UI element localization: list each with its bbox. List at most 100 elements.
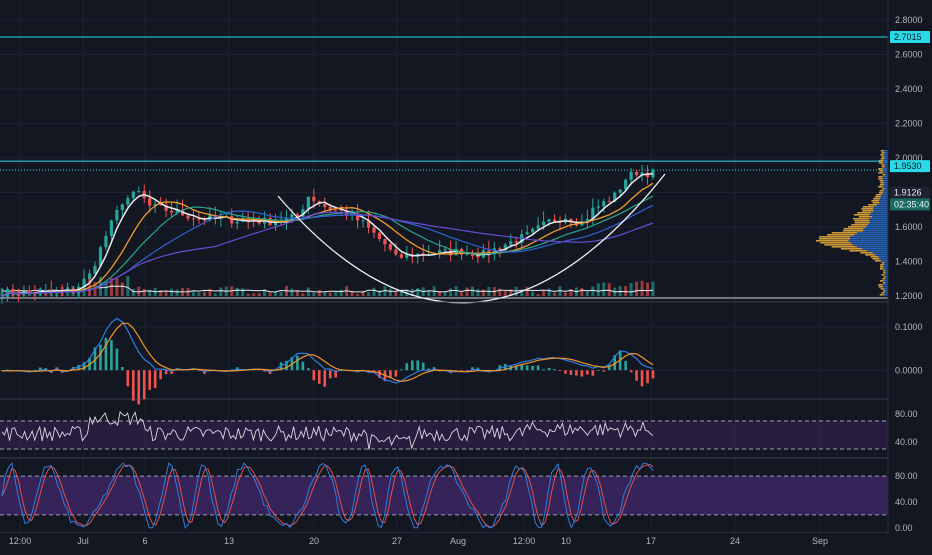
macd-histogram-bar	[629, 370, 633, 373]
volume-profile-bar	[884, 156, 888, 158]
volume-profile-bar	[875, 254, 888, 256]
candle-body	[580, 222, 584, 226]
macd-histogram-bar	[651, 370, 655, 379]
macd-pane[interactable]	[0, 317, 888, 405]
volume-profile-bar	[881, 164, 885, 166]
volume-profile-bar	[850, 236, 888, 238]
volume-profile-bar	[883, 268, 888, 270]
volume-profile-bar	[884, 274, 888, 276]
volume-bar	[629, 283, 633, 296]
volume-bar	[367, 292, 371, 296]
candle-body	[607, 201, 611, 203]
volume-bar	[383, 286, 387, 296]
volume-bar	[465, 287, 469, 296]
volume-profile-bar	[882, 178, 888, 180]
candle-body	[273, 222, 278, 226]
rsi-pane[interactable]	[0, 410, 888, 450]
macd-histogram-bar	[131, 370, 135, 401]
volume-profile-bar	[883, 272, 886, 274]
macd-histogram-bar	[252, 369, 255, 371]
macd-histogram-bar	[471, 367, 474, 371]
candle-body	[11, 288, 15, 295]
volume-profile-bar	[883, 184, 888, 186]
macd-histogram-bar	[580, 370, 584, 377]
volume-profile-bar	[882, 172, 888, 174]
volume-profile-bar	[879, 202, 888, 204]
volume-bar	[596, 283, 600, 296]
volume-bar	[498, 288, 502, 296]
candle-body	[323, 204, 327, 207]
volume-bar	[476, 288, 480, 296]
macd-histogram-bar	[531, 365, 534, 371]
time-tick-label: 10	[561, 536, 571, 546]
volume-profile-bar	[883, 150, 888, 152]
price-pane[interactable]	[0, 36, 888, 304]
volume-bar	[142, 288, 146, 296]
volume-bar	[635, 281, 639, 296]
volume-bar	[93, 282, 97, 296]
volume-profile-bar	[884, 188, 888, 190]
volume-bar	[591, 286, 595, 296]
volume-profile-bar	[885, 174, 888, 176]
volume-bar	[350, 290, 354, 296]
volume-bar	[301, 293, 305, 296]
time-tick-label: 24	[730, 536, 740, 546]
volume-bar	[356, 293, 360, 296]
candle-body	[509, 241, 513, 245]
volume-profile-bar	[865, 254, 876, 256]
volume-profile-bar	[872, 252, 888, 254]
stoch-tick-label: 40.00	[895, 497, 918, 507]
candle-body	[602, 201, 606, 207]
volume-bar	[503, 290, 507, 296]
moving-average-purple	[1, 211, 654, 298]
volume-bar	[624, 285, 628, 296]
candle-body	[531, 228, 535, 233]
moving-average-white	[1, 172, 654, 298]
volume-ma-line	[1, 285, 654, 293]
volume-profile-bar	[877, 204, 888, 206]
time-tick-label: 13	[224, 536, 234, 546]
price-axis[interactable]: 2.80002.60002.40002.20002.00001.80001.60…	[887, 0, 932, 533]
stoch-pane[interactable]	[0, 462, 888, 529]
candle-body	[312, 196, 316, 202]
volume-profile-bar	[883, 290, 886, 292]
price-tick-label: 2.2000	[895, 119, 923, 129]
candle-body	[126, 198, 130, 205]
time-tick-label: 27	[392, 536, 402, 546]
volume-profile-bar	[820, 242, 851, 244]
volume-bar	[170, 288, 174, 296]
volume-profile-bar	[867, 224, 888, 226]
current-price-label-box	[890, 186, 930, 199]
volume-bar	[416, 288, 420, 296]
candle-body	[175, 209, 179, 213]
macd-histogram-bar	[38, 367, 42, 371]
volume-profile-bar	[863, 228, 888, 230]
candle-body	[503, 244, 507, 250]
macd-signal-line	[1, 322, 654, 382]
volume-profile-bar	[883, 266, 888, 268]
volume-profile-bar	[883, 288, 888, 290]
volume-profile-bar	[878, 178, 883, 180]
price-axis-background	[888, 0, 932, 533]
volume-profile-bar	[872, 258, 880, 260]
volume-bar	[580, 287, 584, 296]
candle-body	[399, 254, 403, 258]
candle-body	[618, 189, 622, 193]
stoch-band	[0, 476, 888, 515]
volume-profile	[816, 150, 888, 296]
volume-profile-bar	[882, 282, 886, 284]
volume-profile-bar	[873, 210, 888, 212]
volume-profile-bar	[871, 216, 888, 218]
time-axis[interactable]: 12:00 Jul 6 13 20 27 Aug 12:00 10 17 24 Sep	[0, 533, 932, 550]
volume-bar	[252, 293, 256, 296]
candle-body	[66, 288, 70, 291]
volume-profile-bar	[853, 214, 870, 216]
volume-bar	[443, 291, 447, 296]
volume-profile-bar	[868, 218, 888, 220]
time-tick-label: 20	[309, 536, 319, 546]
volume-profile-bar	[856, 246, 888, 248]
macd-histogram-bar	[520, 364, 524, 371]
candle-body	[438, 250, 442, 255]
